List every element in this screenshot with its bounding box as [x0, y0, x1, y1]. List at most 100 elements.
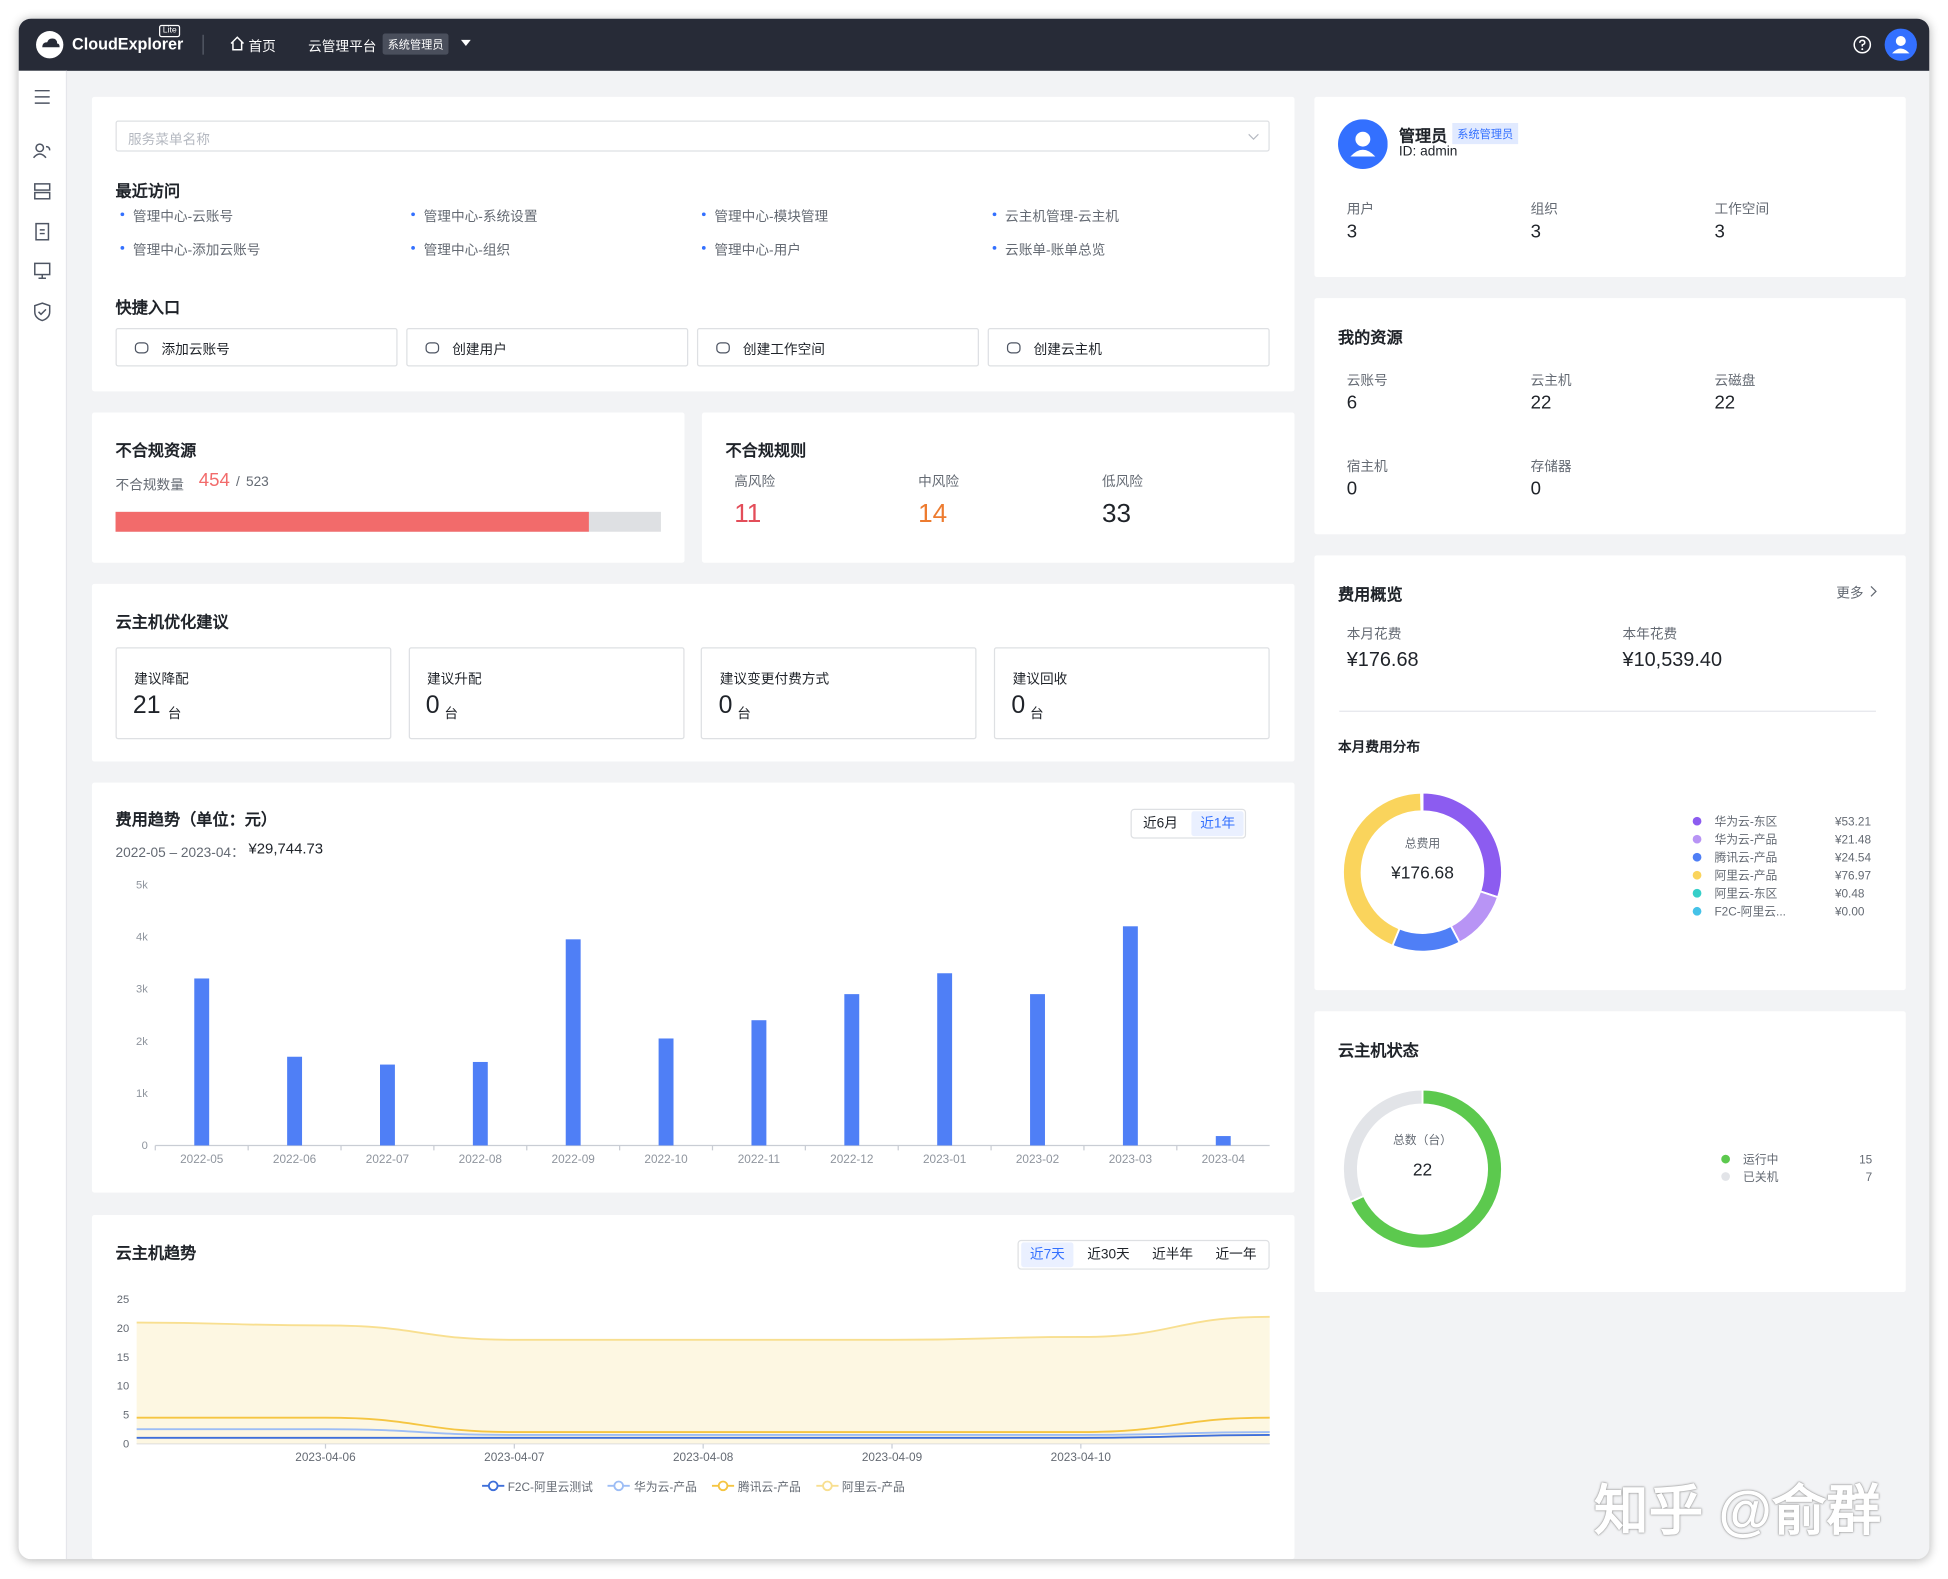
recent-link[interactable]: 管理中心-组织 [423, 243, 511, 259]
stat-label: 工作空间 [1714, 202, 1770, 218]
more-arrow[interactable] [1870, 585, 1877, 597]
legend-item: 阿里云-产品 [815, 1477, 905, 1495]
recent-link[interactable]: 管理中心-系统设置 [423, 209, 538, 225]
center-value: 22 [1413, 1159, 1432, 1179]
chart-title: 本月费用分布 [1338, 740, 1421, 756]
bar [1122, 926, 1138, 1146]
x-tick-label: 2022-07 [366, 1152, 409, 1166]
toggle[interactable]: 近半年 [1152, 1247, 1194, 1263]
legend-icon [607, 1480, 631, 1492]
legend-dot [717, 1480, 729, 1492]
panel-title: 我的资源 [1338, 327, 1403, 347]
shortcut-button[interactable]: 添加云账号 [115, 327, 398, 367]
toggle[interactable]: 近一年 [1215, 1247, 1257, 1263]
caret[interactable] [460, 39, 471, 47]
shortcut-label: 创建用户 [452, 342, 507, 358]
risk-value: 33 [1101, 499, 1131, 528]
stat-value: 3 [1714, 221, 1725, 243]
legend-label: 华为云-东区 [1714, 815, 1777, 829]
bullet [701, 212, 706, 217]
cost-label: 本月花费 [1346, 627, 1402, 643]
icon-shape [716, 342, 730, 354]
legend-label: 华为云-产品 [1714, 833, 1777, 847]
legend-dot [1692, 870, 1702, 880]
search-box[interactable]: 服务菜单名称 [115, 120, 1270, 152]
bullet [992, 212, 997, 217]
resource-label: 云磁盘 [1714, 373, 1756, 389]
shortcut-icon [425, 342, 440, 354]
recent-link[interactable]: 管理中心-添加云账号 [132, 243, 261, 259]
bar [1215, 1136, 1231, 1146]
panel-title: 费用趋势（单位：元） [115, 810, 278, 829]
y-tick-label: 5k [136, 879, 148, 891]
search-placeholder: 服务菜单名称 [127, 132, 210, 148]
shortcut-icon [716, 342, 730, 354]
legend-label: 已关机 [1743, 1170, 1779, 1184]
vm-status-panel: 云主机状态 总数（台） 22 运行中 15 已关机 7 [1314, 1011, 1906, 1293]
bullet [992, 245, 997, 250]
legend-label: 阿里云-产品 [1714, 869, 1777, 883]
recent-link[interactable]: 云主机管理-云主机 [1005, 209, 1119, 225]
total: ¥29,744.73 [248, 839, 324, 858]
nav-home[interactable]: 首页 [248, 39, 276, 55]
x-tick-label: 2023-04-07 [484, 1450, 544, 1464]
shortcut-button[interactable]: 创建工作空间 [696, 327, 979, 367]
icon-shape [134, 342, 149, 354]
x-tick-label: 2022-09 [552, 1152, 595, 1166]
legend-dot [1721, 1154, 1730, 1164]
toggle[interactable]: 近7天 [1021, 1242, 1074, 1268]
window: CloudExplorer Lite 首页 云管理平台 系统管理员 服务菜单名称… [18, 18, 1930, 1560]
divider [1339, 710, 1876, 712]
help-icon[interactable] [1852, 35, 1872, 55]
panel-title: 不合规规则 [725, 441, 807, 460]
watermark: 知乎 @俞群 [1593, 1480, 1882, 1542]
legend-label: 腾讯云-产品 [1714, 851, 1777, 865]
shortcut-button[interactable]: 创建用户 [406, 327, 689, 367]
legend-label: 华为云-产品 [633, 1480, 697, 1495]
y-tick-label: 25 [117, 1294, 129, 1306]
range: 2022-05 – 2023-04： [115, 846, 245, 861]
risk-value: 14 [918, 499, 948, 528]
legend-item: F2C-阿里云测试 [481, 1477, 593, 1495]
panel-title: 费用概览 [1338, 585, 1403, 604]
legend-dot [1692, 906, 1702, 916]
brand[interactable]: CloudExplorer [72, 34, 184, 54]
profile-avatar [1338, 119, 1388, 169]
cost-value: ¥176.68 [1346, 649, 1419, 671]
profile-role: 系统管理员 [1452, 122, 1519, 145]
stat-label: 用户 [1346, 202, 1375, 218]
donut-segment [1449, 890, 1500, 944]
profile-name: 管理员 [1398, 126, 1448, 146]
legend-value: 15 [1859, 1152, 1873, 1166]
recent-link[interactable]: 云账单-账单总览 [1005, 243, 1106, 259]
resource-value: 6 [1346, 392, 1358, 414]
sidebar [18, 70, 68, 1560]
toggle[interactable]: 近1年 [1191, 811, 1244, 837]
bar [658, 1038, 674, 1146]
menu-panel: 服务菜单名称 最近访问 快捷入口 管理中心-云账号 管理中心-系统设置 管理中心-模… [91, 96, 1295, 392]
recent-link[interactable]: 管理中心-云账号 [132, 209, 234, 225]
sidebar-icons[interactable] [19, 71, 66, 344]
x-tick-label: 2022-08 [459, 1152, 503, 1166]
more-link[interactable]: 更多 [1836, 586, 1864, 602]
bar [1030, 994, 1045, 1146]
nav-platform[interactable]: 云管理平台 [308, 39, 377, 55]
divider [202, 34, 204, 55]
stat-value: 3 [1346, 221, 1358, 243]
resource-value: 22 [1530, 392, 1552, 414]
bar [937, 973, 953, 1146]
risk-value: 11 [734, 499, 762, 528]
profile-panel: 管理员 系统管理员 ID: admin 用户 3 组织 3 工作空间 3 [1314, 96, 1906, 278]
x-tick-label: 2022-10 [644, 1152, 688, 1166]
shortcut-button[interactable]: 创建云主机 [987, 327, 1270, 367]
x-tick-label: 2022-06 [273, 1152, 317, 1166]
toggle[interactable]: 近6月 [1142, 816, 1178, 832]
toggle[interactable]: 近30天 [1087, 1247, 1130, 1263]
recent-link[interactable]: 管理中心-模块管理 [714, 209, 829, 225]
recent-link[interactable]: 管理中心-用户 [714, 243, 801, 259]
suggestion-label: 建议升配 [426, 672, 482, 688]
avatar[interactable] [1883, 27, 1918, 62]
bullet [701, 245, 706, 250]
legend-icon [481, 1480, 504, 1492]
